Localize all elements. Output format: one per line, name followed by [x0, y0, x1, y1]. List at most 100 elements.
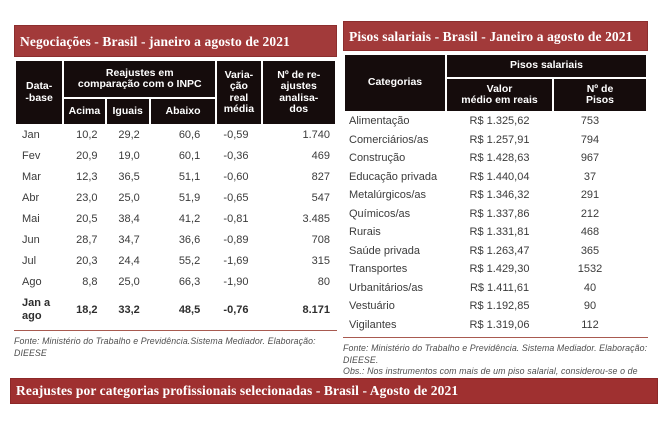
table-cell: 12,3 — [76, 171, 98, 183]
negotiations-table-body: Jan 10,2 29,2 60,6 -0,59 1.740 Fev 20,9 19,0 60,1… — [16, 126, 335, 326]
table-row: Jan 10,2 29,2 60,6 -0,59 1.740 — [16, 126, 335, 145]
column-header-categorias: Categorias — [345, 55, 445, 111]
table-row: Químicos/as R$ 1.337,86 212 — [345, 206, 646, 223]
table-cell: 34,7 — [118, 234, 140, 246]
table-cell: Mai — [22, 213, 40, 225]
table-row: Vestuário R$ 1.192,85 90 — [345, 298, 646, 315]
table-cell: Metalúrgicos/as — [349, 189, 427, 201]
table-cell: Mar — [22, 171, 41, 183]
table-total-row: Jan a ago 18,2 33,2 48,5 -0,76 8.171 — [16, 294, 335, 326]
negotiations-panel: Negociações - Brasil - janeiro a agosto … — [14, 25, 337, 359]
table-cell: Saúde privada — [349, 244, 420, 257]
table-cell: R$ 1.319,06 — [469, 318, 530, 331]
table-cell: 51,1 — [178, 171, 201, 183]
table-row: Mai 20,5 38,4 41,2 -0,81 3.485 — [16, 210, 335, 229]
table-cell: 28,7 — [76, 234, 98, 246]
table-cell: R$ 1.331,81 — [469, 226, 530, 238]
table-cell: 29,2 — [118, 129, 140, 141]
column-header-group-pisos: Pisos salariais — [447, 55, 646, 77]
table-cell: 18,2 — [76, 303, 98, 316]
table-cell: Jun — [22, 234, 40, 246]
table-row: Metalúrgicos/as R$ 1.346,32 291 — [345, 187, 646, 204]
table-cell: R$ 1.411,61 — [469, 281, 530, 294]
table-cell: -0,59 — [223, 129, 249, 141]
table-cell: 20,3 — [76, 255, 98, 267]
negotiations-table-header: Data- -base Reajustes em comparação com … — [16, 61, 335, 124]
table-cell: -0,65 — [223, 192, 249, 204]
table-cell: 25,0 — [118, 192, 140, 204]
table-cell: 41,2 — [178, 213, 201, 225]
table-cell: R$ 1.337,86 — [469, 207, 530, 220]
table-cell: 48,5 — [178, 303, 201, 316]
table-cell: 20,5 — [76, 213, 98, 225]
table-cell: 365 — [580, 244, 600, 257]
table-cell: Jan a ago — [22, 297, 51, 322]
table-cell: 23,0 — [76, 192, 98, 204]
column-header-variacao: Varia- ção real média — [217, 61, 261, 124]
table-cell: 25,0 — [118, 276, 140, 288]
table-cell: 291 — [580, 189, 600, 201]
table-cell: 967 — [580, 152, 600, 164]
table-cell: 1.740 — [302, 129, 330, 141]
column-header-iguais: Iguais — [106, 99, 149, 124]
table-cell: 38,4 — [118, 213, 140, 225]
wage-floors-panel: Pisos salariais - Brasil - Janeiro a ago… — [343, 21, 648, 389]
table-cell: 3.485 — [302, 213, 330, 225]
table-cell: -0,36 — [223, 150, 249, 162]
table-row: Educação privada R$ 1.440,04 37 — [345, 169, 646, 186]
table-cell: Vigilantes — [349, 318, 397, 331]
table-cell: Transportes — [349, 263, 408, 275]
divider-rule — [14, 330, 337, 331]
divider-rule — [343, 337, 648, 338]
table-cell: 112 — [581, 318, 599, 331]
column-header-group-inpc: Reajustes em comparação com o INPC — [64, 61, 216, 97]
bottom-banner-title: Reajustes por categorias profissionais s… — [10, 378, 658, 404]
table-cell: Alimentação — [349, 115, 410, 127]
table-cell: 55,2 — [178, 255, 201, 267]
table-cell: Educação privada — [349, 170, 438, 183]
table-cell: R$ 1.346,32 — [469, 189, 530, 201]
wage-floors-table-body: Alimentação R$ 1.325,62 753 Comerciários/as… — [345, 113, 646, 333]
table-cell: 90 — [583, 300, 597, 312]
table-cell: 24,4 — [118, 255, 140, 267]
table-cell: R$ 1.325,62 — [469, 115, 530, 127]
table-cell: 708 — [311, 234, 330, 246]
table-cell: 33,2 — [118, 303, 140, 316]
table-cell: 36,6 — [178, 234, 201, 246]
table-cell: 794 — [580, 133, 600, 146]
table-row: Construção R$ 1.428,63 967 — [345, 150, 646, 167]
table-cell: 827 — [311, 171, 330, 183]
table-row: Transportes R$ 1.429,30 1532 — [345, 261, 646, 278]
table-cell: Rurais — [349, 226, 381, 238]
wage-floors-table-header: Categorias Pisos salariais Valor médio e… — [345, 55, 646, 111]
column-header-num-reajustes: Nº de re- ajustes analisa- dos — [262, 61, 335, 124]
table-cell: 469 — [311, 150, 330, 162]
table-row: Comerciários/as R$ 1.257,91 794 — [345, 132, 646, 149]
table-row: Jul 20,3 24,4 55,2 -1,69 315 — [16, 252, 335, 271]
table-cell: R$ 1.429,30 — [469, 263, 530, 275]
table-cell: 8.171 — [302, 303, 330, 316]
table-cell: R$ 1.440,04 — [469, 170, 530, 183]
table-row: Rurais R$ 1.331,81 468 — [345, 224, 646, 241]
table-cell: 315 — [311, 255, 330, 267]
table-cell: 37 — [583, 170, 597, 183]
table-cell: 40 — [583, 281, 597, 294]
table-cell: R$ 1.428,63 — [469, 152, 530, 164]
table-cell: -0,89 — [223, 234, 249, 246]
table-row: Vigilantes R$ 1.319,06 112 — [345, 317, 646, 334]
table-cell: 20,9 — [76, 150, 98, 162]
table-row: Ago 8,8 25,0 66,3 -1,90 80 — [16, 273, 335, 292]
table-row: Saúde privada R$ 1.263,47 365 — [345, 243, 646, 260]
table-cell: 60,6 — [178, 129, 201, 141]
table-cell: Ago — [22, 276, 42, 288]
column-header-num-pisos: Nº de Pisos — [554, 79, 646, 111]
table-cell: 212 — [580, 207, 600, 220]
negotiations-panel-title: Negociações - Brasil - janeiro a agosto … — [14, 25, 337, 57]
table-cell: Construção — [349, 152, 406, 164]
table-cell: 80 — [317, 276, 330, 288]
negotiations-table: Data- -base Reajustes em comparação com … — [14, 59, 337, 328]
table-cell: Comerciários/as — [349, 133, 429, 146]
table-row: Fev 20,9 19,0 60,1 -0,36 469 — [16, 147, 335, 166]
source-note: Fonte: Ministério do Trabalho e Previdên… — [14, 336, 316, 358]
table-cell: Vestuário — [349, 300, 395, 312]
